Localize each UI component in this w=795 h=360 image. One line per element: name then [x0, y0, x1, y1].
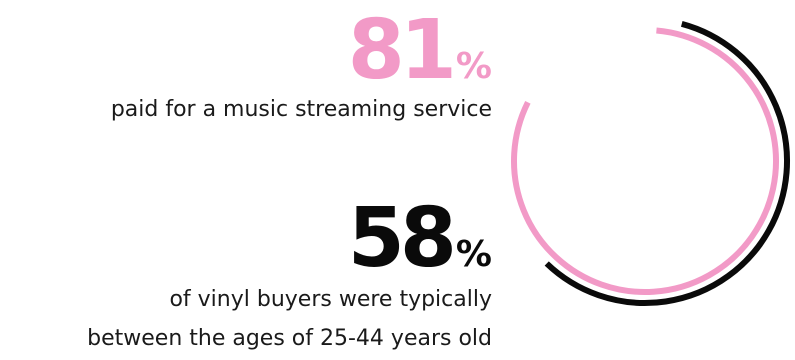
stat-streaming: 81 % paid for a music streaming service — [111, 10, 492, 129]
stat-streaming-figure: 81 % — [111, 3, 492, 98]
stat-streaming-percent: % — [455, 46, 492, 87]
stat-vinyl-caption-line-2: between the ages of 25-44 years old — [87, 326, 492, 351]
arc-vinyl-58 — [544, 20, 791, 306]
stat-vinyl: 58 % of vinyl buyers were typically betw… — [87, 198, 492, 358]
arc-streaming-81 — [511, 27, 779, 295]
stat-vinyl-value: 58 — [347, 191, 457, 286]
stat-streaming-value: 81 — [347, 3, 457, 98]
stat-streaming-caption: paid for a music streaming service — [110, 97, 492, 122]
stat-vinyl-caption-line-1: of vinyl buyers were typically — [169, 287, 492, 312]
stat-vinyl-figure: 58 % — [87, 198, 492, 280]
stat-vinyl-percent: % — [455, 234, 492, 275]
